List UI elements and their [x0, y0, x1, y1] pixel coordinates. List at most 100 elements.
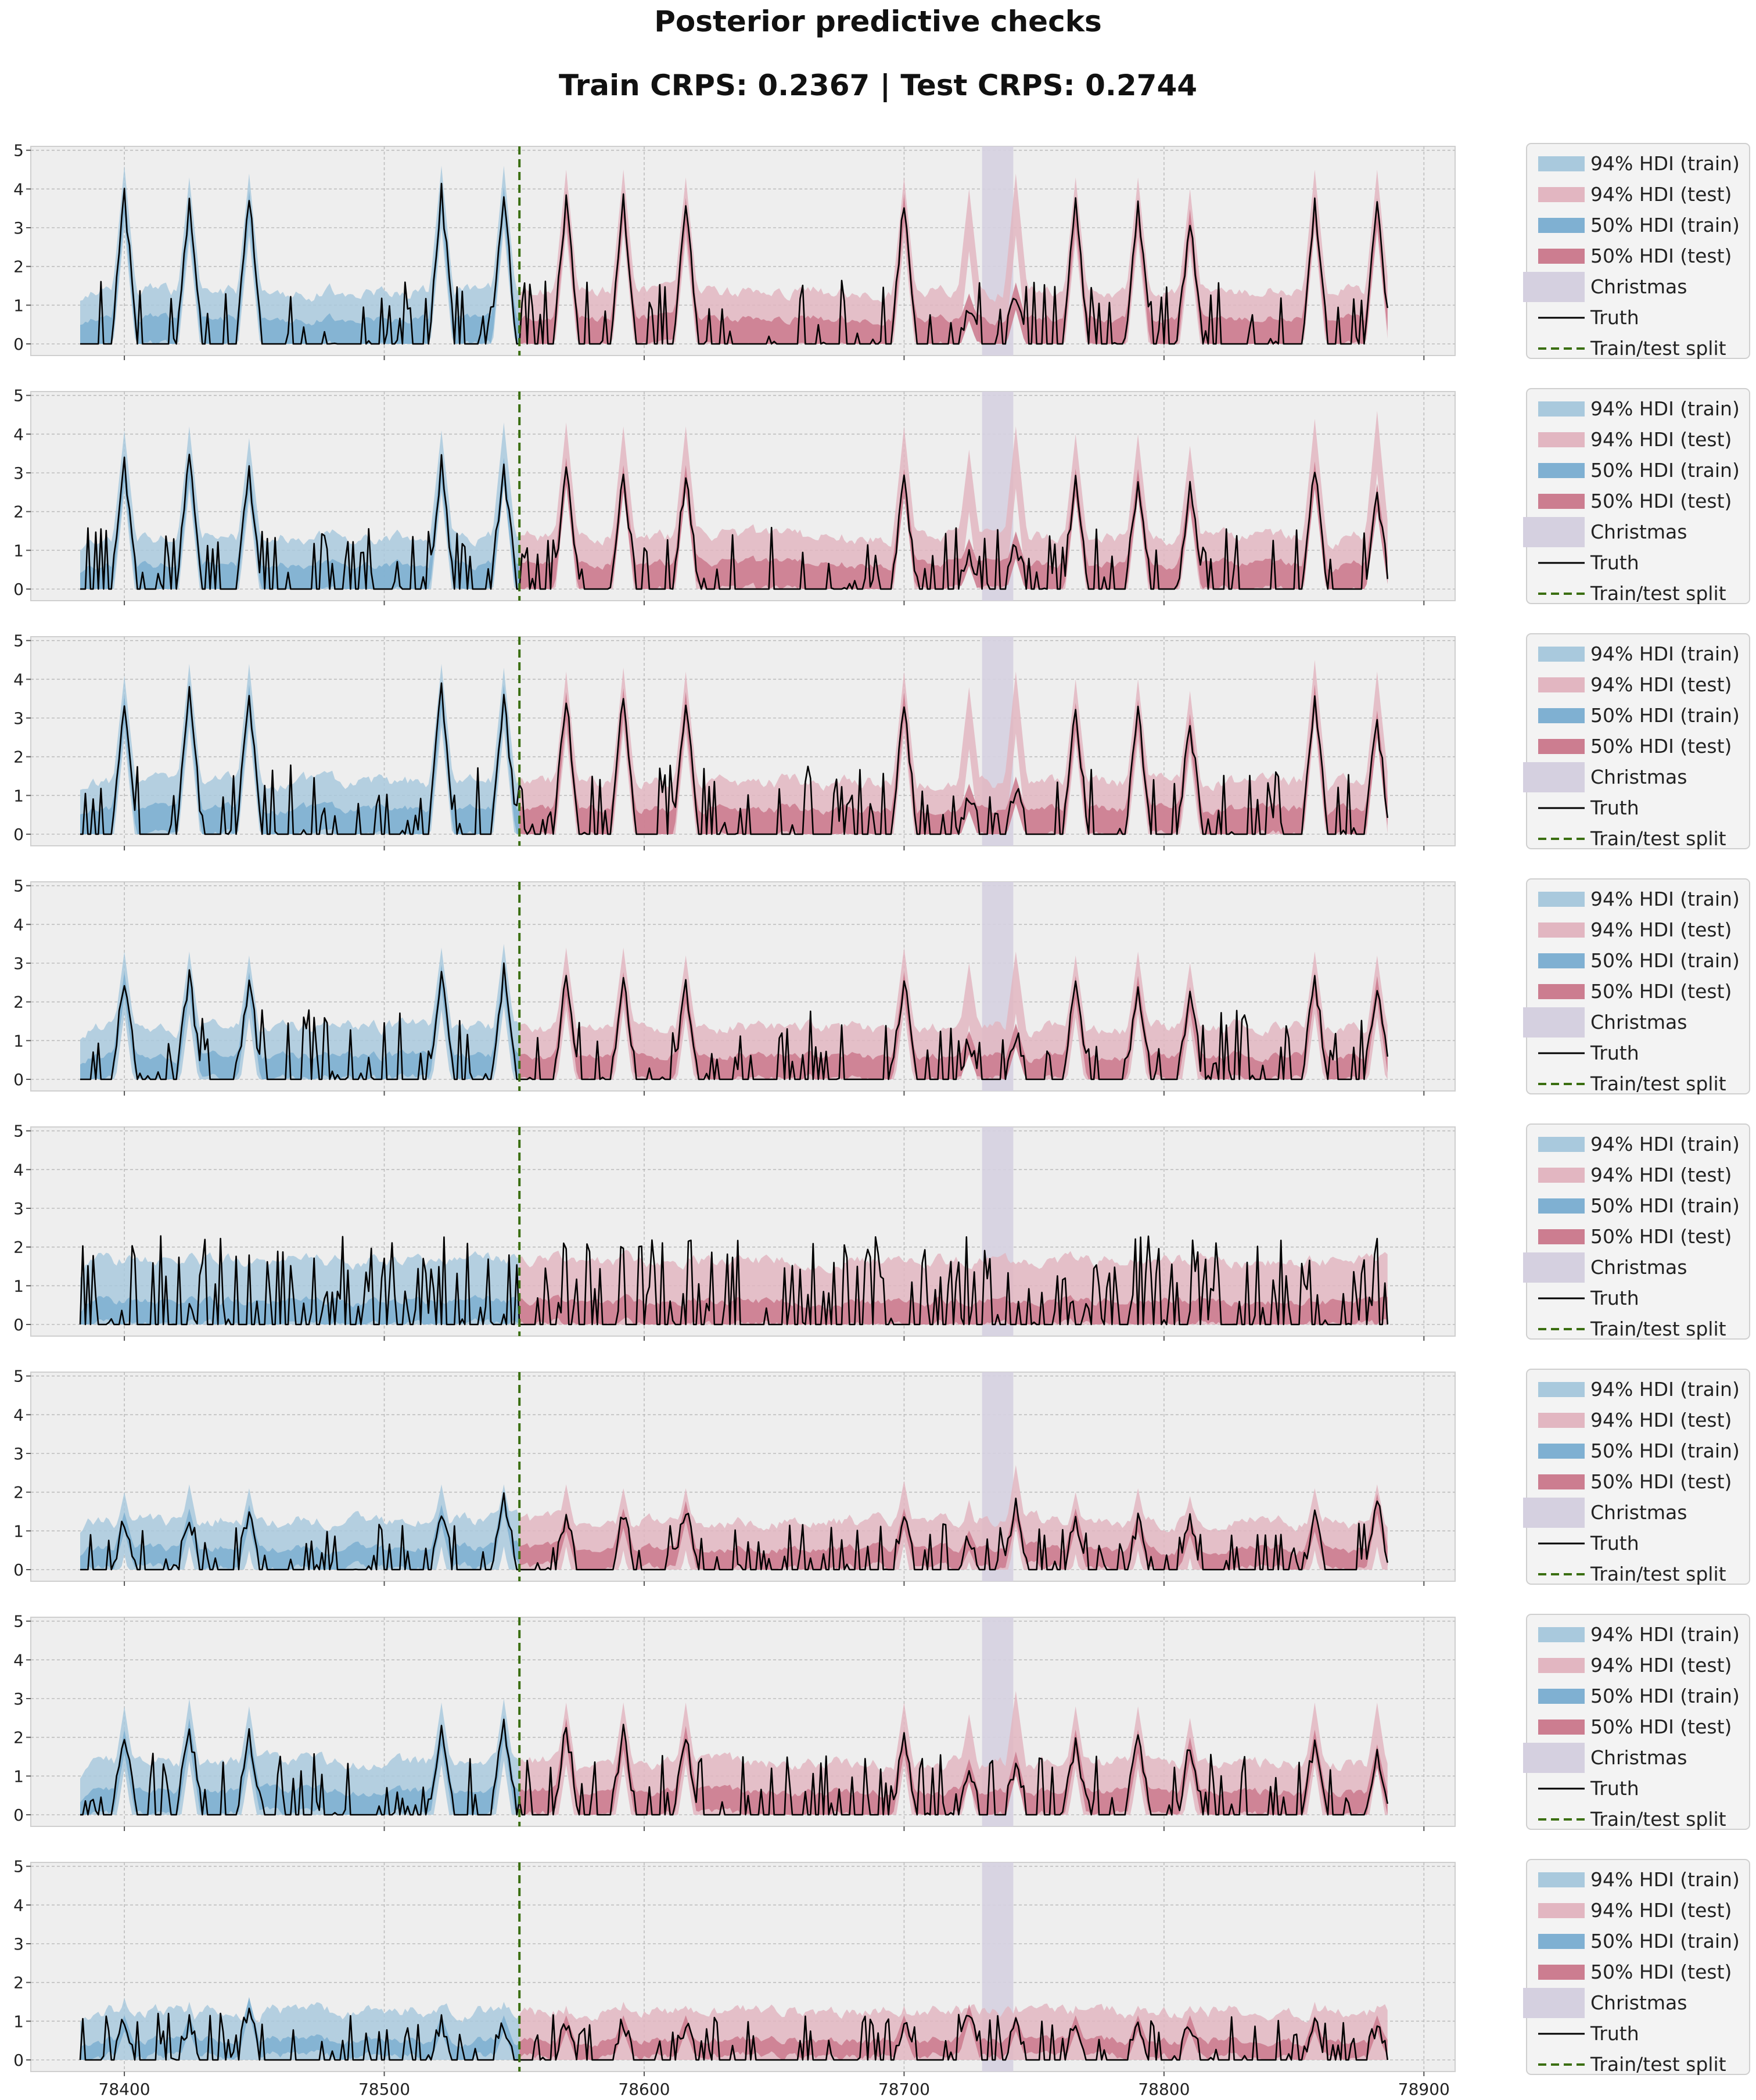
x-tick-label: 78400: [99, 2080, 150, 2099]
legend-swatch: [1538, 1689, 1585, 1704]
legend-swatch: [1538, 1198, 1585, 1214]
legend-label: 50% HDI (train): [1590, 949, 1740, 972]
panel-4: 0 1 2 3 4 5 94% HDI (train) 94% HDI (test) 50% H…: [13, 877, 1750, 1096]
y-tick-label: 1: [13, 2012, 24, 2031]
legend-swatch: [1523, 1252, 1585, 1283]
legend-swatch: [1538, 1382, 1585, 1397]
truth-line: [79, 2007, 1388, 2061]
legend-label: 94% HDI (train): [1590, 1868, 1740, 1891]
legend-label: Train/test split: [1590, 1072, 1726, 1095]
legend-label: 50% HDI (test): [1590, 735, 1732, 758]
y-tick-label: 1: [13, 1767, 24, 1786]
legend-swatch: [1523, 517, 1585, 547]
legend: 94% HDI (train) 94% HDI (test) 50% HDI (tr…: [1523, 878, 1750, 1095]
legend: 94% HDI (train) 94% HDI (test) 50% HDI (tr…: [1523, 388, 1750, 605]
y-tick-label: 4: [13, 1650, 24, 1670]
hdi50-train-band: [80, 964, 520, 1079]
y-tick-label: 4: [13, 1160, 24, 1179]
y-tick-label: 0: [13, 335, 24, 354]
legend-swatch: [1523, 272, 1585, 302]
legend-label: 50% HDI (train): [1590, 1685, 1740, 1707]
legend-swatch: [1523, 762, 1585, 792]
truth-line: [80, 1718, 1388, 1816]
legend-label: Train/test split: [1590, 582, 1726, 605]
legend-label: Train/test split: [1590, 1808, 1726, 1830]
legend-swatch: [1523, 1743, 1585, 1773]
truth-line: [80, 182, 1388, 345]
legend-swatch: [1538, 1965, 1585, 1980]
legend-label: Train/test split: [1590, 827, 1726, 850]
legend-label: Truth: [1590, 2022, 1639, 2045]
legend-swatch: [1523, 1498, 1585, 1528]
legend-swatch: [1538, 249, 1585, 264]
legend-label: Christmas: [1590, 1256, 1687, 1279]
legend-label: Train/test split: [1590, 2053, 1726, 2076]
legend-swatch: [1538, 892, 1585, 907]
hdi50-test-band: [519, 1718, 1388, 1815]
legend-swatch: [1538, 156, 1585, 171]
y-tick-label: 2: [13, 993, 24, 1012]
y-tick-label: 0: [13, 1560, 24, 1580]
panel-2: 0 1 2 3 4 5 94% HDI (train) 94% HDI (test) 50% H…: [13, 386, 1750, 605]
legend: 94% HDI (train) 94% HDI (test) 50% HDI (tr…: [1523, 1123, 1750, 1340]
y-tick-label: 4: [13, 670, 24, 689]
y-tick-label: 5: [13, 877, 24, 896]
legend-swatch: [1538, 708, 1585, 723]
y-tick-label: 4: [13, 1896, 24, 1915]
hdi94-test-band: [519, 947, 1388, 1079]
legend: 94% HDI (train) 94% HDI (test) 50% HDI (tr…: [1523, 143, 1750, 360]
y-tick-label: 3: [13, 709, 24, 728]
legend-swatch: [1538, 1934, 1585, 1949]
y-tick-label: 4: [13, 180, 24, 199]
y-tick-label: 1: [13, 786, 24, 805]
legend: 94% HDI (train) 94% HDI (test) 50% HDI (tr…: [1523, 1614, 1750, 1830]
y-tick-label: 3: [13, 218, 24, 238]
legend-label: 50% HDI (test): [1590, 980, 1732, 1003]
legend-label: Christmas: [1590, 766, 1687, 788]
legend-label: 94% HDI (test): [1590, 183, 1732, 206]
legend-label: 94% HDI (train): [1590, 1133, 1740, 1155]
y-tick-label: 3: [13, 954, 24, 973]
legend-label: 94% HDI (train): [1590, 1378, 1740, 1401]
hdi94-test-band: [519, 1690, 1388, 1815]
y-tick-label: 1: [13, 296, 24, 315]
legend-label: Truth: [1590, 1777, 1639, 1800]
hdi94-test-band: [519, 170, 1388, 344]
legend-label: 50% HDI (test): [1590, 245, 1732, 267]
legend-label: 50% HDI (train): [1590, 214, 1740, 236]
panel-6: 0 1 2 3 4 5 94% HDI (train) 94% HDI (test) 50% H…: [13, 1367, 1750, 1586]
legend-label: Truth: [1590, 796, 1639, 819]
legend-label: Truth: [1590, 1287, 1639, 1309]
legend-swatch: [1538, 647, 1585, 662]
y-tick-label: 3: [13, 464, 24, 483]
figure-title: Posterior predictive checks: [654, 5, 1102, 38]
legend-swatch: [1538, 953, 1585, 968]
y-tick-label: 2: [13, 1728, 24, 1747]
legend-label: 94% HDI (test): [1590, 1654, 1732, 1677]
y-tick-label: 1: [13, 1276, 24, 1295]
legend-swatch: [1538, 1168, 1585, 1183]
legend-label: 50% HDI (test): [1590, 1961, 1732, 1983]
y-tick-label: 5: [13, 1857, 24, 1876]
legend-swatch: [1538, 984, 1585, 999]
legend-label: Truth: [1590, 551, 1639, 574]
hdi50-test-band: [519, 2004, 1388, 2060]
y-tick-label: 5: [13, 1367, 24, 1386]
panel-1: 0 1 2 3 4 5 94% HDI (train) 94% HDI (test) 50% H…: [13, 141, 1750, 360]
legend-label: Christmas: [1590, 1501, 1687, 1524]
legend-swatch: [1538, 739, 1585, 754]
legend-swatch: [1538, 1627, 1585, 1642]
truth-line: [80, 962, 1388, 1080]
y-tick-label: 0: [13, 2051, 24, 2070]
y-tick-label: 1: [13, 541, 24, 560]
legend-label: 50% HDI (train): [1590, 1930, 1740, 1952]
legend-swatch: [1538, 1720, 1585, 1735]
legend-label: 94% HDI (test): [1590, 1164, 1732, 1186]
y-tick-label: 2: [13, 1973, 24, 1993]
legend-label: Christmas: [1590, 1746, 1687, 1769]
y-tick-label: 3: [13, 1199, 24, 1218]
legend-label: Train/test split: [1590, 1318, 1726, 1340]
y-tick-label: 3: [13, 1689, 24, 1708]
legend-label: Christmas: [1590, 520, 1687, 543]
y-tick-label: 1: [13, 1031, 24, 1050]
